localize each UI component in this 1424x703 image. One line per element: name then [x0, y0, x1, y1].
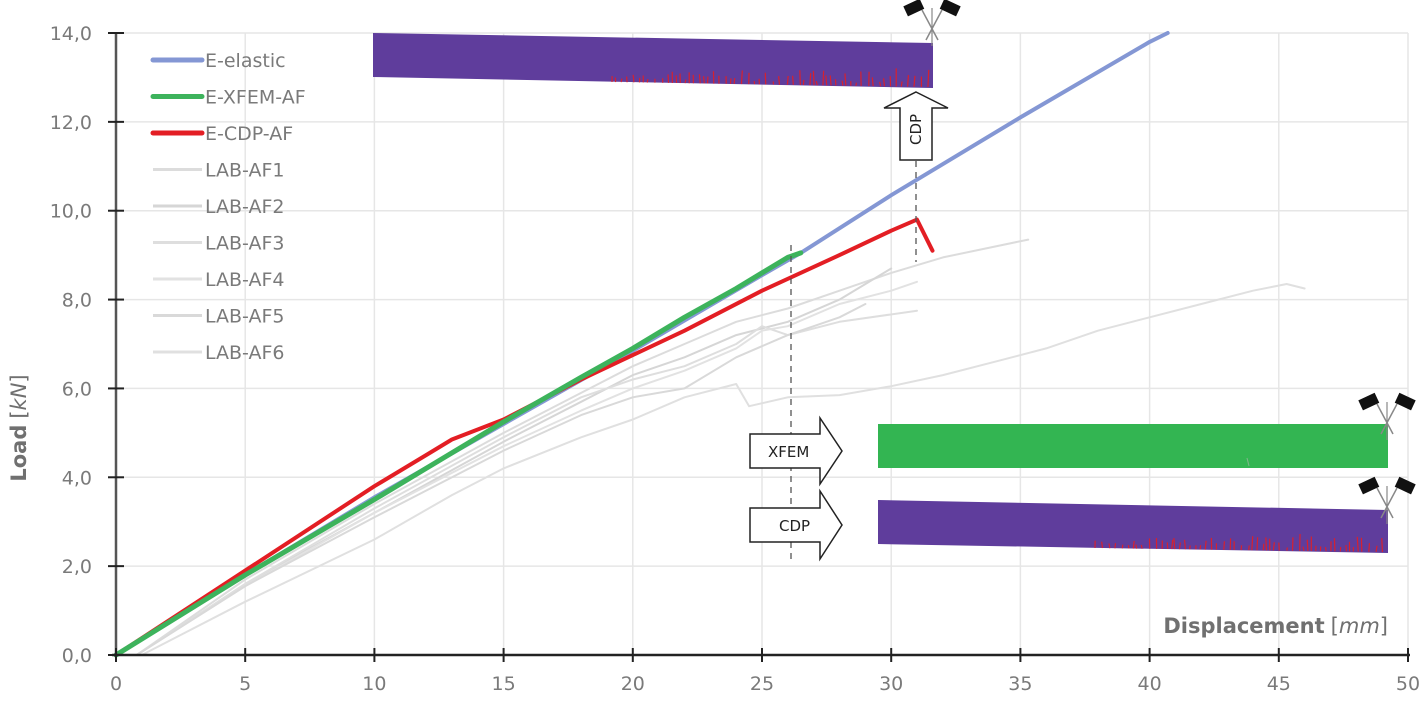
y-tick-label: 2,0	[62, 556, 92, 578]
series-lab-af1	[115, 238, 1030, 656]
crack-pattern-bottom	[1094, 534, 1384, 552]
legend-label: E-CDP-AF	[205, 123, 293, 145]
arrow-xfem-right: XFEM	[749, 415, 843, 487]
arrow-cdp-right: CDP	[749, 488, 843, 562]
legend-label: LAB-AF2	[205, 196, 285, 218]
y-axis-title: Load[kN]	[7, 374, 31, 481]
axes	[112, 33, 1410, 657]
x-tick-label: 25	[750, 673, 774, 695]
data-series	[113, 31, 1306, 658]
arrow-cdp-up-label: CDP	[907, 114, 925, 145]
crossed-flags-icon	[903, 0, 961, 46]
legend-item: E-XFEM-AF	[150, 87, 306, 109]
x-tick-label: 0	[110, 673, 122, 695]
series-e-cdp-af	[114, 217, 935, 657]
legend-item: LAB-AF4	[153, 269, 285, 291]
legend: E-elastic E-XFEM-AF E-CDP-AF LAB-AF1 LAB-AF2…	[150, 50, 306, 364]
crossed-flags-icon	[1358, 476, 1416, 524]
y-axis-ticks: 0,0 2,0 4,0 6,0 8,0 10,0 12,0 14,0	[50, 23, 124, 667]
beam-cdp-bottom	[878, 500, 1388, 553]
x-tick-label: 10	[362, 673, 386, 695]
legend-item: LAB-AF6	[153, 342, 285, 364]
legend-label: LAB-AF1	[205, 160, 285, 182]
arrow-xfem-label: XFEM	[768, 443, 809, 461]
legend-label: LAB-AF3	[205, 233, 285, 255]
x-axis-title: Displacement [mm]	[1163, 614, 1388, 638]
crossed-flags-icon	[1358, 392, 1416, 440]
y-tick-label: 12,0	[50, 112, 92, 134]
crack-pattern-top	[611, 68, 930, 87]
y-tick-label: 0,0	[62, 645, 92, 667]
series-lab-af6	[115, 283, 1306, 656]
legend-item: LAB-AF1	[153, 160, 285, 182]
x-tick-label: 40	[1138, 673, 1162, 695]
legend-item: LAB-AF3	[153, 233, 285, 255]
legend-label: E-elastic	[205, 50, 286, 72]
y-tick-label: 8,0	[62, 290, 92, 312]
x-tick-label: 45	[1267, 673, 1291, 695]
x-tick-label: 35	[1008, 673, 1032, 695]
x-tick-label: 5	[239, 673, 251, 695]
beam-cdp-top	[373, 33, 933, 88]
legend-item: LAB-AF2	[153, 196, 285, 218]
legend-label: LAB-AF4	[205, 269, 285, 291]
y-tick-label: 6,0	[62, 378, 92, 400]
series-lab-af5	[115, 303, 867, 656]
y-tick-label: 10,0	[50, 201, 92, 223]
legend-item: LAB-AF5	[153, 306, 285, 328]
support-flags	[903, 0, 1416, 524]
beam-xfem	[878, 424, 1388, 468]
x-tick-label: 50	[1396, 673, 1420, 695]
arrow-cdp-up: CDP	[883, 91, 949, 161]
arrow-cdp-right-label: CDP	[779, 517, 810, 535]
legend-label: LAB-AF5	[205, 306, 285, 328]
failure-markers	[790, 150, 917, 560]
legend-item: E-elastic	[150, 50, 286, 72]
x-tick-label: 20	[621, 673, 645, 695]
beam-images	[373, 33, 1388, 553]
x-axis-ticks: 0 5 10 15 20 25 30 35 40 45 50	[110, 648, 1420, 695]
y-tick-label: 14,0	[50, 23, 92, 45]
legend-item: E-CDP-AF	[150, 123, 293, 145]
grid-lines	[116, 32, 1409, 655]
legend-label: E-XFEM-AF	[205, 87, 306, 109]
x-tick-label: 15	[492, 673, 516, 695]
legend-label: LAB-AF6	[205, 342, 285, 364]
y-tick-label: 4,0	[62, 467, 92, 489]
series-e-xfem-af	[113, 250, 804, 658]
x-tick-label: 30	[879, 673, 903, 695]
